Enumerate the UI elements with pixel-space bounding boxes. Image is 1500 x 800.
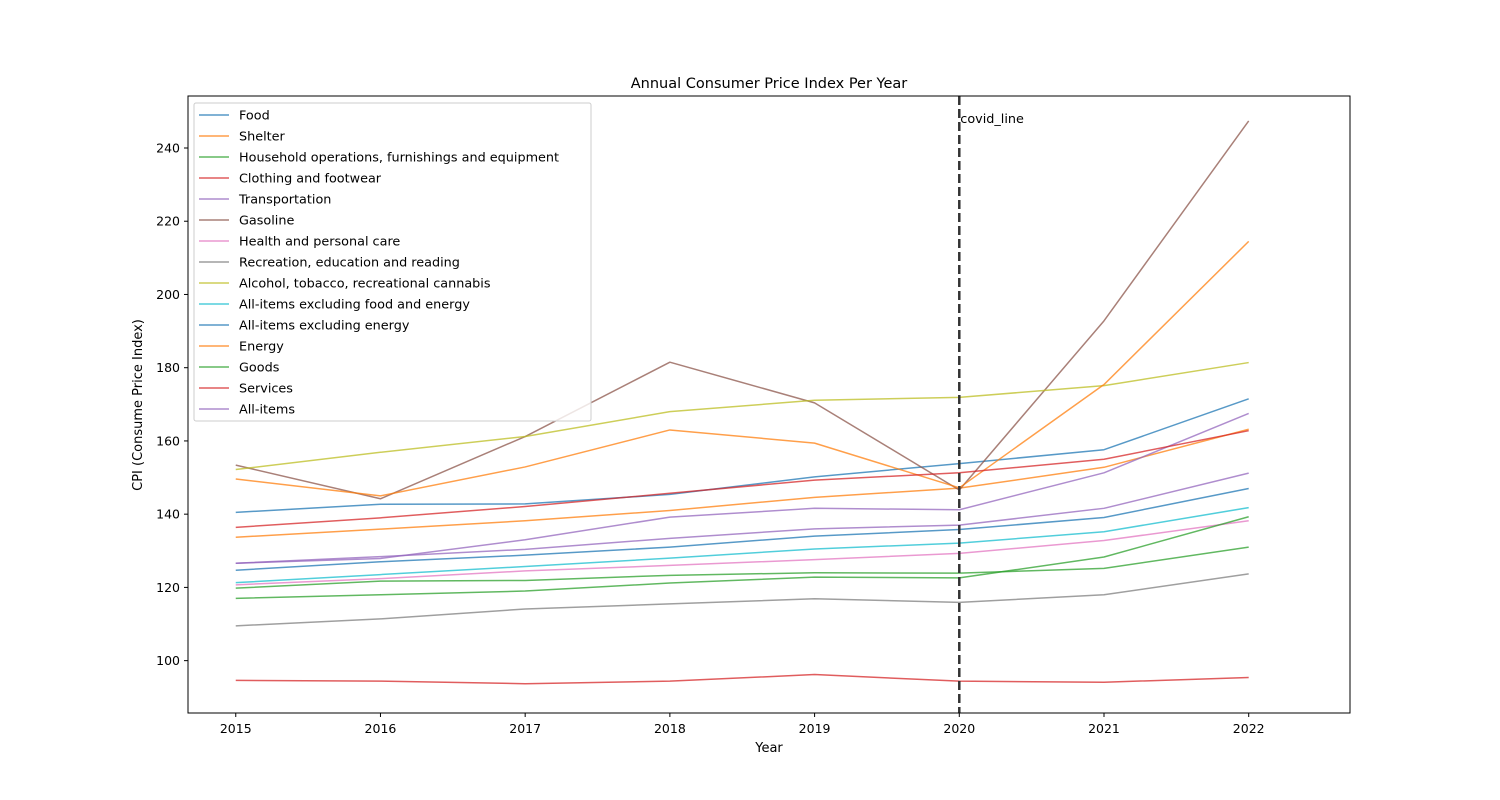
series-line-11 xyxy=(235,487,1249,571)
y-tick-label: 240 xyxy=(156,140,180,155)
y-tick-label: 120 xyxy=(156,580,180,595)
legend-label: Transportation xyxy=(238,193,331,208)
plot-frame xyxy=(187,95,1351,714)
legend-label: Gasoline xyxy=(239,214,294,229)
series-line-10 xyxy=(235,506,1249,584)
legend-label: Food xyxy=(239,109,270,124)
series-line-2 xyxy=(235,428,1249,538)
legend-label: All-items xyxy=(239,403,295,418)
legend-label: Household operations, furnishings and eq… xyxy=(239,151,559,166)
legend-label: Health and personal care xyxy=(239,235,400,250)
legend-label: Energy xyxy=(239,340,284,355)
series-line-12 xyxy=(235,240,1250,497)
legend: Food Shelter Household operations, furnish… xyxy=(193,102,592,422)
series-line-7 xyxy=(235,520,1249,586)
chart-title: Annual Consumer Price Index Per Year xyxy=(631,76,908,92)
series-line-14 xyxy=(235,429,1249,529)
x-axis: 2015 2016 2017 2018 2019 2020 2021 2022 xyxy=(220,713,1265,736)
y-tick-label: 180 xyxy=(156,360,180,375)
y-tick-label: 140 xyxy=(156,507,180,522)
y-tick-label: 160 xyxy=(156,433,180,448)
series-line-4 xyxy=(235,673,1249,685)
series-line-3 xyxy=(235,546,1249,589)
y-axis: 100 120 140 160 180 200 220 240 xyxy=(156,140,188,668)
x-tick-label: 2020 xyxy=(943,721,975,736)
series-line-15 xyxy=(235,472,1249,564)
annotation-layer: covid_line xyxy=(958,96,1024,713)
legend-box xyxy=(193,102,592,422)
legend-label: Alcohol, tobacco, recreational cannabis xyxy=(239,277,491,292)
series-layer xyxy=(235,120,1250,685)
y-axis-label: CPI (Consume Price Index) xyxy=(131,319,146,491)
x-tick-label: 2021 xyxy=(1088,721,1120,736)
x-tick-label: 2017 xyxy=(509,721,541,736)
series-line-9 xyxy=(235,361,1249,471)
legend-label: All-items excluding food and energy xyxy=(239,298,470,313)
x-tick-label: 2015 xyxy=(220,721,252,736)
series-line-8 xyxy=(235,573,1249,627)
x-axis-label: Year xyxy=(754,741,783,756)
legend-label: Clothing and footwear xyxy=(239,172,382,187)
x-tick-label: 2016 xyxy=(365,721,397,736)
x-tick-label: 2018 xyxy=(654,721,686,736)
series-line-13 xyxy=(235,516,1249,600)
x-tick-label: 2022 xyxy=(1233,721,1265,736)
legend-label: All-items excluding energy xyxy=(239,319,410,334)
y-tick-label: 200 xyxy=(156,287,180,302)
y-tick-label: 100 xyxy=(156,653,180,668)
series-line-6 xyxy=(235,120,1250,500)
legend-label: Recreation, education and reading xyxy=(239,256,460,271)
series-line-1 xyxy=(235,398,1249,514)
legend-label: Services xyxy=(239,382,293,397)
y-tick-label: 220 xyxy=(156,214,180,229)
legend-label: Goods xyxy=(239,361,280,376)
x-tick-label: 2019 xyxy=(799,721,831,736)
legend-label: Shelter xyxy=(239,130,286,145)
covid-line-label: covid_line xyxy=(960,112,1024,127)
